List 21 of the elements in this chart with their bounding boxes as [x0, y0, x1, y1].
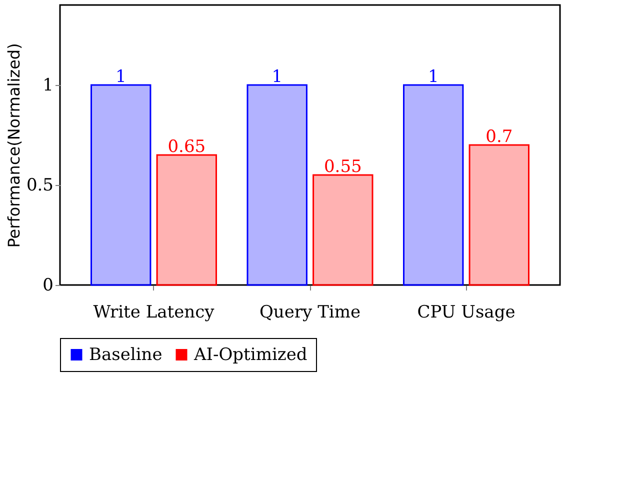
- bar: [156, 154, 217, 286]
- y-axis-title: Performance(Normalized): [4, 43, 24, 248]
- data-label: 0.65: [168, 137, 206, 157]
- bar: [246, 84, 308, 286]
- x-tick-label: Query Time: [259, 302, 361, 322]
- y-tick-label: 1: [42, 76, 54, 96]
- bar: [403, 84, 464, 286]
- y-tick-label: 0: [42, 276, 54, 296]
- x-tick-label: Write Latency: [93, 302, 215, 322]
- legend-label: AI-Optimized: [193, 344, 308, 365]
- data-label: 0.55: [324, 157, 362, 177]
- legend-label: Baseline: [89, 344, 162, 365]
- bar: [312, 174, 374, 286]
- data-label: 1: [115, 67, 126, 87]
- bar: [468, 144, 530, 286]
- data-label: 1: [272, 67, 283, 87]
- bar: [90, 84, 152, 286]
- data-label: 0.7: [486, 127, 513, 147]
- y-tick-label: 0.5: [26, 176, 54, 196]
- x-tick-label: CPU Usage: [417, 302, 516, 322]
- data-label: 1: [428, 67, 439, 87]
